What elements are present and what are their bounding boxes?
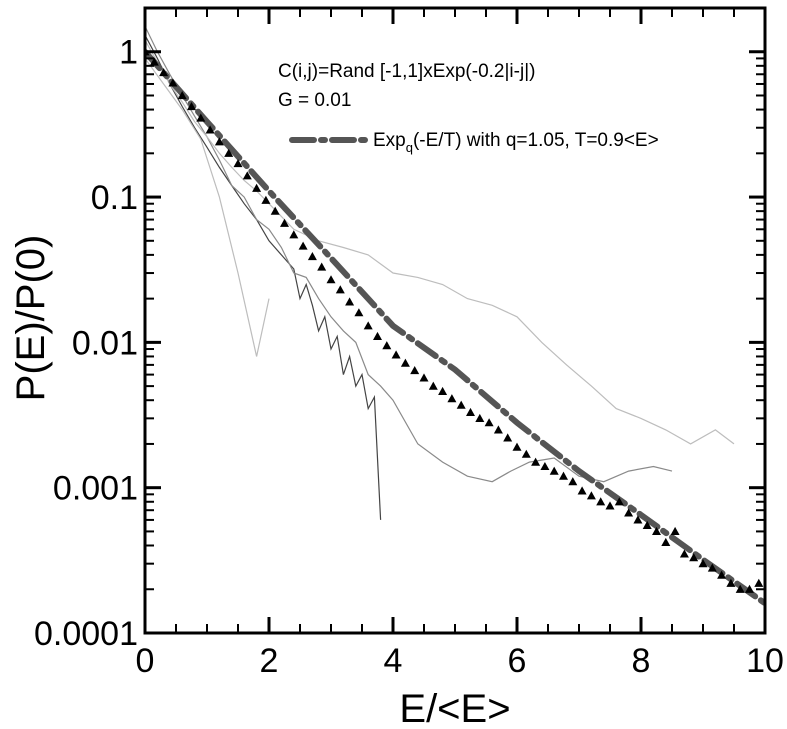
noisy-series-line — [145, 34, 382, 520]
triangle-marker — [605, 501, 615, 510]
triangle-marker — [196, 113, 206, 122]
triangle-marker — [717, 570, 727, 579]
triangle-marker — [503, 433, 513, 442]
triangle-marker — [326, 275, 336, 284]
triangle-marker — [642, 520, 652, 530]
triangle-marker — [419, 373, 429, 382]
triangle-marker — [549, 466, 559, 475]
triangle-marker — [428, 381, 438, 390]
triangle-marker — [345, 297, 355, 306]
triangle-marker — [707, 563, 717, 572]
triangle-marker — [354, 308, 364, 317]
triangle-marker — [754, 578, 764, 587]
annotation-formula: C(i,j)=Rand [-1,1]xExp(-0.2|i-j|) — [278, 61, 535, 82]
triangle-marker — [475, 413, 485, 422]
x-tick-label: 4 — [384, 642, 403, 680]
noisy-series-line — [145, 25, 673, 483]
ticks-layer — [143, 7, 767, 635]
triangle-marker — [493, 425, 503, 434]
triangle-marker — [484, 418, 494, 427]
triangle-marker — [531, 457, 541, 466]
triangle-marker — [214, 137, 224, 146]
triangle-marker — [335, 285, 345, 294]
triangle-marker — [689, 553, 699, 562]
triangle-marker — [410, 366, 420, 375]
triangle-marker — [149, 57, 159, 66]
triangle-marker — [233, 159, 243, 168]
y-tick-label: 0.01 — [72, 324, 138, 362]
triangle-marker — [205, 125, 215, 134]
series-layer — [145, 25, 765, 607]
triangle-marker — [633, 515, 643, 524]
triangle-marker — [614, 497, 624, 506]
triangle-marker — [568, 477, 578, 486]
triangle-marker — [382, 341, 392, 350]
triangle-marker — [456, 400, 466, 409]
triangle-marker — [596, 497, 606, 506]
triangle-marker — [177, 90, 187, 100]
triangle-marker — [252, 183, 262, 192]
triangle-marker — [726, 578, 736, 587]
triangle-marker — [307, 251, 317, 261]
triangle-marker — [159, 67, 169, 77]
y-tick-label: 0.1 — [91, 179, 138, 217]
triangle-marker — [270, 206, 280, 215]
triangle-marker — [224, 148, 234, 157]
triangle-marker — [521, 449, 531, 458]
legend: Expq(-E/T) with q=1.05, T=0.9<E> — [289, 130, 659, 155]
triangle-marker — [661, 537, 671, 547]
noisy-series-line — [145, 39, 735, 445]
triangle-marker — [187, 101, 196, 111]
triangle-marker — [679, 549, 689, 558]
x-tick-label: 6 — [508, 642, 527, 680]
noisy-series-line — [145, 58, 270, 357]
plot-area — [145, 25, 765, 607]
x-tick-label: 8 — [632, 642, 651, 680]
triangle-marker — [735, 584, 745, 593]
annotation-g-value: G = 0.01 — [278, 90, 351, 111]
marker-layer — [145, 47, 764, 593]
y-axis-title: P(E)/P(0) — [9, 235, 53, 402]
triangle-marker — [363, 321, 373, 330]
triangle-marker — [624, 508, 634, 517]
triangle-marker — [289, 230, 299, 239]
legend-label-suffix: (-E/T) with q=1.05, T=0.9<E> — [413, 130, 659, 151]
triangle-marker — [559, 471, 568, 480]
x-axis-title: E/<E> — [399, 687, 510, 729]
triangle-marker — [540, 461, 550, 471]
x-tick-label: 0 — [136, 642, 155, 680]
triangle-marker — [652, 526, 661, 536]
triangle-marker — [400, 358, 410, 367]
triangle-marker — [438, 386, 448, 395]
triangle-marker — [317, 262, 327, 271]
y-tick-label: 0.001 — [53, 470, 138, 508]
legend-label-subscript: q — [406, 140, 413, 155]
triangle-marker — [512, 442, 522, 451]
triangle-marker — [373, 331, 382, 340]
triangle-marker — [298, 241, 308, 250]
x-tick-label: 10 — [746, 642, 784, 680]
fit-curve — [145, 48, 765, 607]
tick-labels: 0 2 4 6 8 10 1 0.1 0.01 0.001 0.0001 — [34, 34, 784, 680]
legend-label: Expq(-E/T) with q=1.05, T=0.9<E> — [373, 130, 659, 155]
y-tick-label: 0.0001 — [34, 615, 138, 653]
triangle-marker — [391, 350, 401, 359]
triangle-marker — [447, 394, 457, 403]
triangle-marker — [261, 195, 271, 204]
triangle-marker — [280, 218, 289, 227]
triangle-marker — [745, 584, 754, 593]
x-tick-label: 2 — [260, 642, 279, 680]
triangle-marker — [242, 171, 252, 180]
y-tick-label: 1 — [119, 34, 138, 72]
triangle-marker — [698, 559, 708, 568]
triangle-marker — [670, 526, 680, 536]
triangle-marker — [466, 407, 475, 416]
triangle-marker — [586, 491, 596, 500]
triangle-marker — [168, 78, 178, 87]
triangle-marker — [577, 486, 587, 495]
legend-label-prefix: Exp — [373, 130, 406, 151]
